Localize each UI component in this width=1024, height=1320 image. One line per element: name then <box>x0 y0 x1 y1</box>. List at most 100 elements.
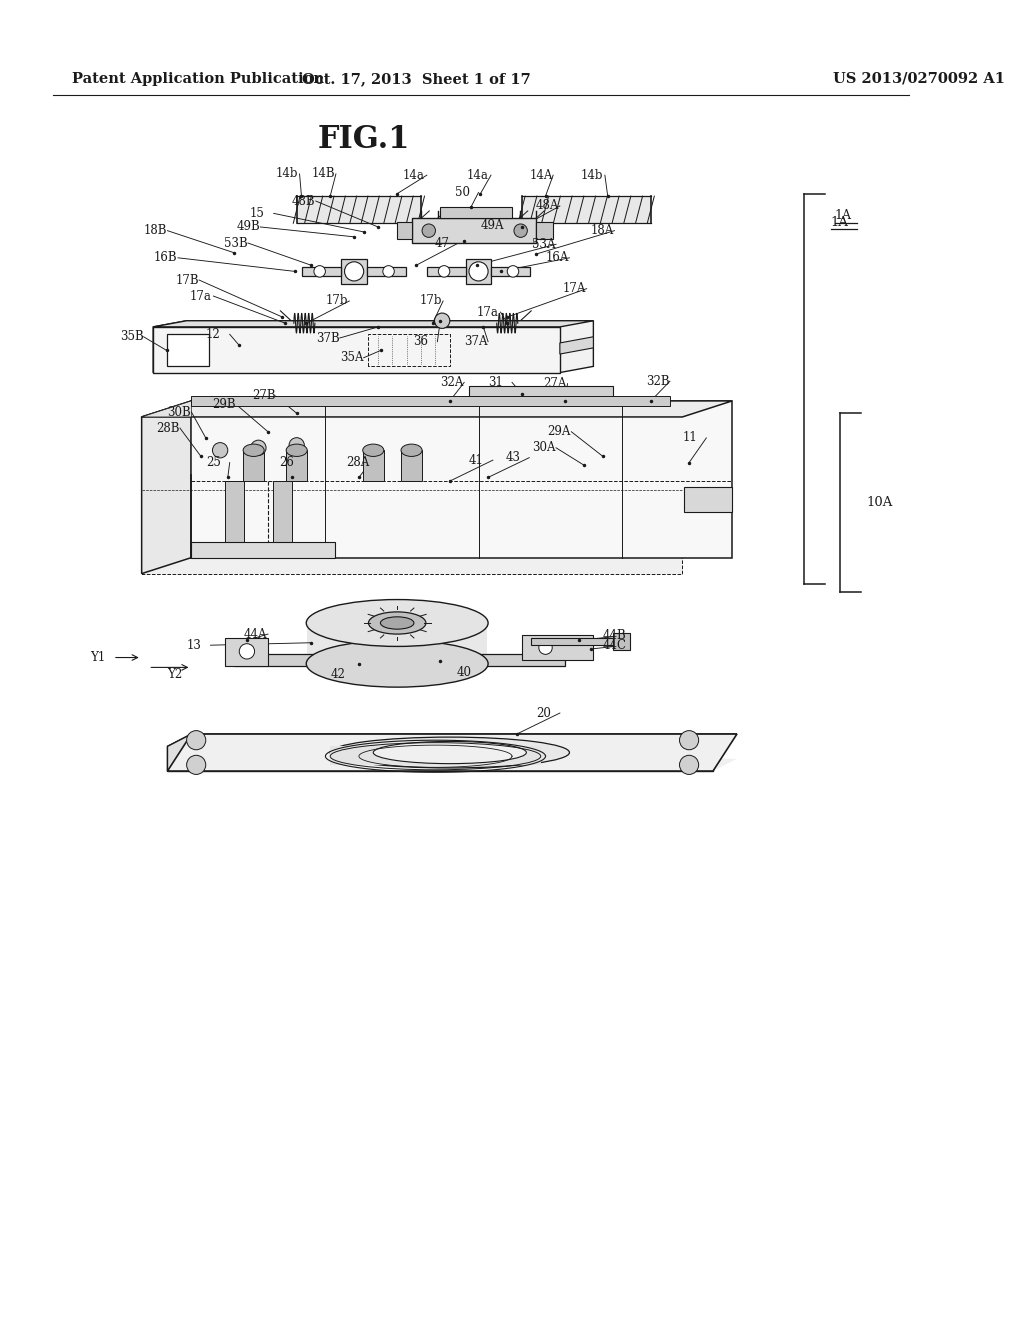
Polygon shape <box>272 480 292 557</box>
Text: 53A: 53A <box>532 238 556 251</box>
Text: 1A: 1A <box>835 210 852 222</box>
Ellipse shape <box>374 742 526 764</box>
Text: 14b: 14b <box>275 168 298 181</box>
Circle shape <box>289 438 304 453</box>
Text: 14A: 14A <box>529 169 553 182</box>
Text: 29A: 29A <box>548 425 570 438</box>
Text: 17b: 17b <box>419 294 441 308</box>
Text: 42: 42 <box>330 668 345 681</box>
Ellipse shape <box>330 737 569 768</box>
Polygon shape <box>531 638 623 645</box>
Circle shape <box>251 440 266 455</box>
Polygon shape <box>191 401 732 557</box>
Circle shape <box>514 224 527 238</box>
Polygon shape <box>168 734 737 771</box>
Polygon shape <box>440 207 512 218</box>
Text: 41: 41 <box>469 454 483 467</box>
Text: 14a: 14a <box>467 169 488 182</box>
Polygon shape <box>297 197 421 223</box>
Text: 14b: 14b <box>581 169 603 182</box>
Polygon shape <box>521 197 651 223</box>
Text: 47: 47 <box>434 236 450 249</box>
Text: 20: 20 <box>536 706 551 719</box>
Circle shape <box>383 265 394 277</box>
Text: 17a: 17a <box>189 289 211 302</box>
Text: 17a: 17a <box>476 306 499 318</box>
Polygon shape <box>141 401 191 574</box>
Text: 12: 12 <box>206 327 220 341</box>
Polygon shape <box>612 632 630 651</box>
Text: 48B: 48B <box>292 194 315 207</box>
Text: 28B: 28B <box>156 421 179 434</box>
Text: Y2: Y2 <box>168 668 182 681</box>
Polygon shape <box>234 653 564 667</box>
Polygon shape <box>191 396 670 405</box>
Text: 10A: 10A <box>866 495 893 508</box>
Text: 37B: 37B <box>315 331 340 345</box>
Polygon shape <box>536 222 553 239</box>
Text: US 2013/0270092 A1: US 2013/0270092 A1 <box>833 71 1005 86</box>
Ellipse shape <box>306 599 488 647</box>
Circle shape <box>422 224 435 238</box>
Polygon shape <box>466 259 492 284</box>
Text: 15: 15 <box>250 207 264 220</box>
Text: 35A: 35A <box>340 351 364 364</box>
Polygon shape <box>521 635 593 660</box>
Text: 14B: 14B <box>312 168 336 181</box>
Text: 43: 43 <box>505 451 520 465</box>
Polygon shape <box>286 450 307 480</box>
Text: Oct. 17, 2013  Sheet 1 of 17: Oct. 17, 2013 Sheet 1 of 17 <box>302 71 530 86</box>
Polygon shape <box>225 638 268 667</box>
Text: 49B: 49B <box>237 220 260 234</box>
Circle shape <box>680 731 698 750</box>
Polygon shape <box>401 450 422 480</box>
Text: 17b: 17b <box>326 294 348 308</box>
Polygon shape <box>141 401 191 417</box>
Text: 1A: 1A <box>830 215 849 228</box>
Polygon shape <box>330 746 541 764</box>
Circle shape <box>186 755 206 775</box>
Text: 11: 11 <box>682 432 697 445</box>
Text: 27A: 27A <box>544 378 567 391</box>
Ellipse shape <box>381 616 414 630</box>
Text: 50: 50 <box>455 186 470 199</box>
Text: 40: 40 <box>457 665 471 678</box>
Text: 48A: 48A <box>536 199 559 213</box>
Polygon shape <box>684 487 732 512</box>
Polygon shape <box>469 387 612 401</box>
Text: 44B: 44B <box>603 628 627 642</box>
Polygon shape <box>362 450 384 480</box>
Text: FIG.1: FIG.1 <box>317 124 410 154</box>
Polygon shape <box>492 267 530 276</box>
Circle shape <box>469 261 488 281</box>
Circle shape <box>186 731 206 750</box>
Text: 25: 25 <box>206 457 220 469</box>
Ellipse shape <box>369 612 426 634</box>
Polygon shape <box>168 734 191 771</box>
Text: 17A: 17A <box>563 282 586 296</box>
Ellipse shape <box>401 444 422 457</box>
Circle shape <box>314 265 326 277</box>
Polygon shape <box>307 623 487 664</box>
Polygon shape <box>560 337 593 354</box>
Polygon shape <box>412 218 536 243</box>
Text: Patent Application Publication: Patent Application Publication <box>72 71 324 86</box>
Polygon shape <box>168 759 737 771</box>
Circle shape <box>240 644 255 659</box>
Text: 30A: 30A <box>532 441 556 454</box>
Polygon shape <box>154 321 593 327</box>
Circle shape <box>438 265 450 277</box>
Text: 32B: 32B <box>646 375 670 388</box>
Polygon shape <box>141 401 732 417</box>
Circle shape <box>507 265 519 277</box>
Ellipse shape <box>362 444 384 457</box>
Polygon shape <box>367 267 406 276</box>
Text: 26: 26 <box>280 457 294 469</box>
Polygon shape <box>154 327 560 372</box>
Ellipse shape <box>306 640 488 688</box>
Circle shape <box>680 755 698 775</box>
Polygon shape <box>302 267 341 276</box>
Text: 30B: 30B <box>168 405 191 418</box>
Polygon shape <box>427 267 466 276</box>
Polygon shape <box>168 746 713 771</box>
